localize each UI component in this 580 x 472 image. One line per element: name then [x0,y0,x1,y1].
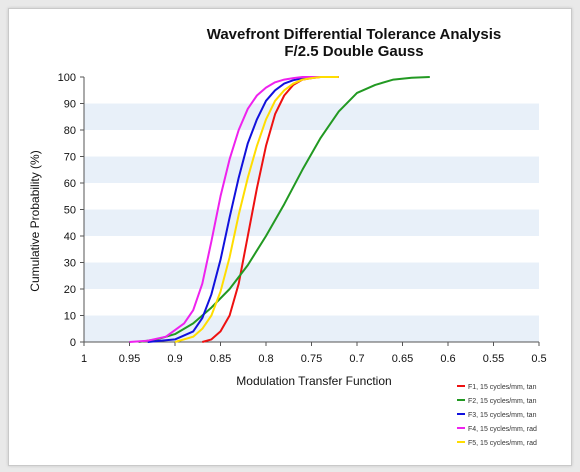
series-lines [129,76,430,343]
chart-panel: Wavefront Differential Tolerance Analysi… [8,8,572,466]
series-line-f4 [129,76,339,343]
tolerance-chart: Wavefront Differential Tolerance Analysi… [28,26,547,447]
legend-entry-f1: F1, 15 cycles/mm, tan [468,384,537,391]
y-tick-label: 0 [70,337,76,349]
y-tick-label: 40 [64,231,76,243]
x-tick-label: 0.55 [483,353,504,365]
series-line-f2 [138,76,430,343]
legend-entry-f5: F5, 15 cycles/mm, rad [468,440,537,447]
series-line-f3 [147,76,339,343]
legend-entry-f4: F4, 15 cycles/mm, rad [468,426,537,433]
x-tick-label: 0.65 [392,353,413,365]
chart-subtitle: F/2.5 Double Gauss [284,43,423,60]
y-axis-ticks: 0 10 20 30 40 50 60 70 80 90 100 [58,72,84,349]
y-tick-label: 80 [64,125,76,137]
grid-band [84,262,539,289]
y-tick-label: 100 [58,72,76,84]
y-tick-label: 30 [64,258,76,270]
x-tick-label: 0.9 [167,353,182,365]
grid-band [84,156,539,183]
series-line-f5 [174,76,339,343]
grid-bands [84,103,539,342]
x-tick-label: 0.95 [119,353,140,365]
grid-band [84,315,539,342]
grid-band [84,103,539,130]
x-tick-label: 0.7 [349,353,364,365]
y-tick-label: 60 [64,178,76,190]
x-tick-label: 1 [81,353,87,365]
y-tick-label: 90 [64,99,76,111]
x-tick-label: 0.75 [301,353,322,365]
y-axis-title: Cumulative Probability (%) [28,150,42,291]
legend-entry-f3: F3, 15 cycles/mm, tan [468,412,537,419]
x-tick-label: 0.5 [531,353,546,365]
grid-band [84,209,539,236]
y-tick-label: 70 [64,152,76,164]
x-tick-label: 0.85 [210,353,231,365]
y-tick-label: 50 [64,205,76,217]
x-axis-title: Modulation Transfer Function [236,374,391,388]
legend: F1, 15 cycles/mm, tan F2, 15 cycles/mm, t… [457,384,537,447]
chart-title: Wavefront Differential Tolerance Analysi… [207,26,502,43]
y-tick-label: 10 [64,311,76,323]
x-axis-ticks: 1 0.95 0.9 0.85 0.8 0.75 0.7 0.65 0.6 0.55 0.5 [81,342,547,365]
x-tick-label: 0.6 [440,353,455,365]
x-tick-label: 0.8 [258,353,273,365]
y-tick-label: 20 [64,284,76,296]
legend-entry-f2: F2, 15 cycles/mm, tan [468,398,537,405]
